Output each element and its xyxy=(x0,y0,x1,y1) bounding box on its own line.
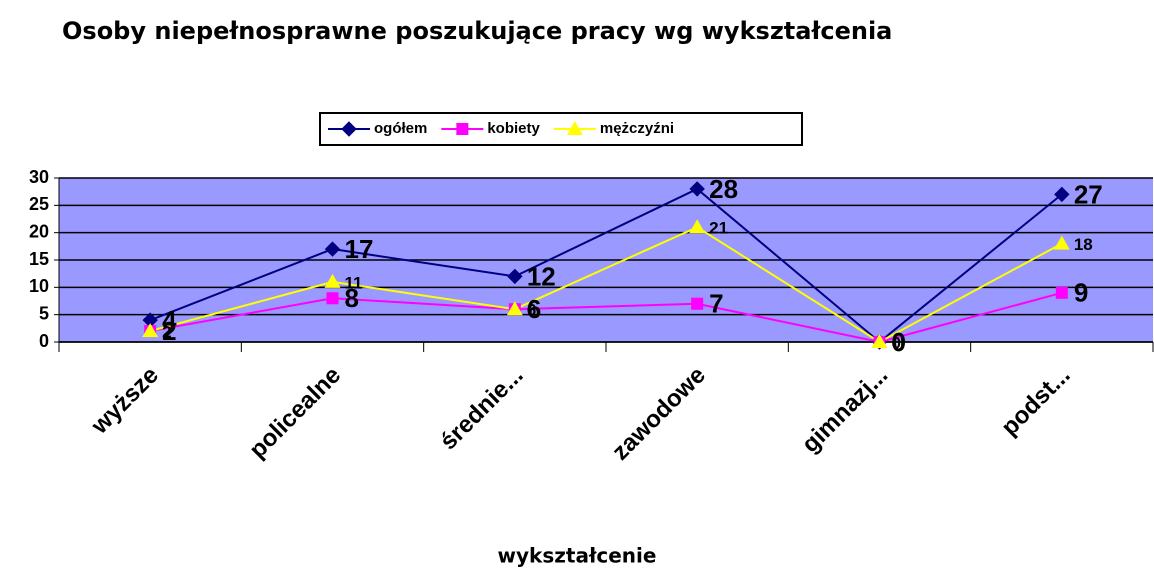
marker xyxy=(1054,186,1070,203)
x-tick-label: podst... xyxy=(996,362,1075,441)
marker xyxy=(689,219,706,234)
data-label: 0 xyxy=(892,333,901,352)
x-axis-label: wykształcenie xyxy=(498,544,657,568)
data-label: 28 xyxy=(709,174,738,204)
data-label: 27 xyxy=(1074,179,1103,209)
x-tick-label: gimnazj... xyxy=(797,362,893,458)
data-label: 11 xyxy=(345,273,363,292)
legend-label: kobiety xyxy=(487,120,540,137)
data-label: 8 xyxy=(345,283,359,313)
marker xyxy=(142,323,159,338)
x-tick-label: średnie... xyxy=(435,362,529,456)
data-label: 12 xyxy=(527,261,556,291)
line-series xyxy=(149,187,1063,344)
data-label: 17 xyxy=(345,234,374,264)
legend: ogółem kobiety mężczyźni xyxy=(319,112,803,146)
legend-label: ogółem xyxy=(374,120,427,137)
marker xyxy=(506,301,523,316)
x-tick-label: zawodowe xyxy=(607,362,711,466)
y-tick-label: 30 xyxy=(29,167,49,187)
marker xyxy=(691,297,704,310)
marker xyxy=(324,241,341,257)
y-tick-label: 10 xyxy=(29,276,49,296)
data-label: 0 xyxy=(892,327,906,357)
data-label: 21 xyxy=(709,219,728,238)
marker xyxy=(341,121,357,137)
marker xyxy=(566,121,583,135)
y-tick-label: 0 xyxy=(39,331,49,351)
marker xyxy=(1055,286,1068,299)
line-series xyxy=(149,291,1063,344)
marker xyxy=(324,273,341,288)
marker xyxy=(689,181,705,197)
chart-title: Osoby niepełnosprawne poszukujące pracy … xyxy=(62,17,892,45)
legend-label: mężczyźni xyxy=(600,120,674,137)
data-label: 4 xyxy=(162,305,177,335)
marker xyxy=(871,334,888,348)
data-label: 2 xyxy=(162,316,176,346)
data-label: 6 xyxy=(527,301,536,320)
data-label: 7 xyxy=(709,289,723,319)
data-label: 6 xyxy=(527,294,541,324)
marker xyxy=(456,123,469,135)
y-tick-label: 15 xyxy=(29,249,49,269)
data-label: 2 xyxy=(162,323,171,342)
y-tick-label: 5 xyxy=(39,303,49,323)
marker xyxy=(1053,235,1070,250)
x-tick-label: wyższe xyxy=(86,362,164,440)
x-tick-label: policealne xyxy=(244,362,346,464)
data-label: 9 xyxy=(1074,278,1088,308)
marker xyxy=(326,292,339,305)
data-label: 0 xyxy=(892,327,906,357)
marker xyxy=(507,268,523,285)
y-tick-label: 20 xyxy=(29,221,49,241)
y-tick-label: 25 xyxy=(29,194,49,214)
data-label: 18 xyxy=(1074,235,1093,254)
line-series xyxy=(149,226,1063,344)
